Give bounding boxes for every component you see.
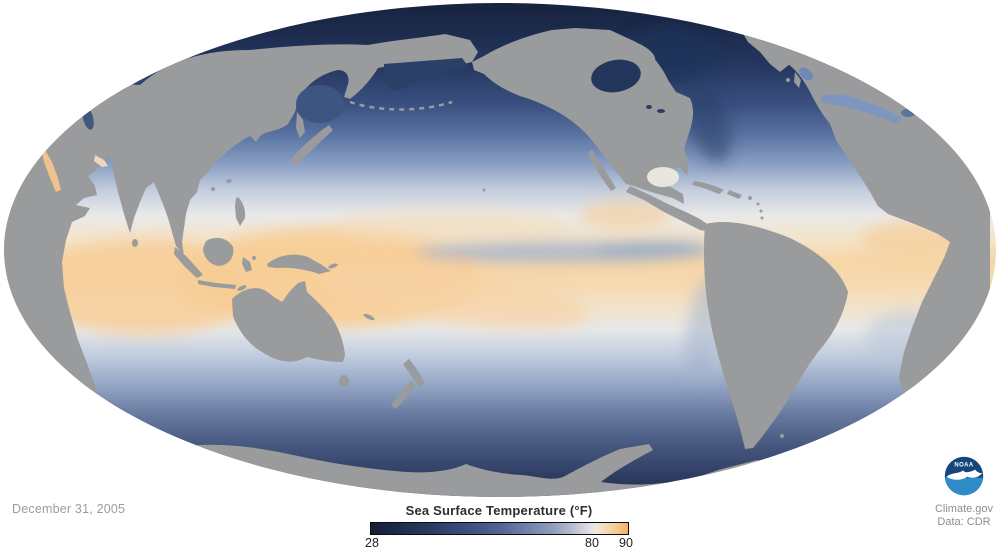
new-guinea <box>267 254 331 274</box>
tasmania <box>339 375 349 387</box>
sst-warm-cold-patches <box>30 27 964 385</box>
lesser-antilles-3 <box>760 216 764 220</box>
timor <box>237 285 247 291</box>
lesser-sunda <box>250 288 258 294</box>
japan <box>290 125 333 166</box>
date-label: December 31, 2005 <box>12 502 126 516</box>
great-lakes-east <box>657 109 665 113</box>
sulawesi <box>242 257 252 272</box>
arctic-island-1 <box>568 28 592 40</box>
hispaniola <box>727 190 742 199</box>
hudson-bay <box>591 59 641 93</box>
noaa-logo-text: NOAA <box>954 462 974 468</box>
warm-east-pacific <box>579 201 671 229</box>
hawaii <box>482 188 486 192</box>
iceland <box>762 50 778 58</box>
antarctica <box>140 444 800 497</box>
new-britain <box>328 263 338 269</box>
south-america <box>704 221 848 449</box>
philippines <box>235 197 246 226</box>
interior-seas <box>42 58 915 192</box>
taiwan <box>226 178 232 184</box>
credit-data: Data: CDR <box>937 516 991 528</box>
lesser-antilles-2 <box>759 209 763 213</box>
arctic-island-2 <box>595 37 621 51</box>
eurasia-africa-landmass <box>4 34 478 410</box>
arctic-island-3 <box>575 45 595 55</box>
noaa-seagull-icon <box>946 469 983 480</box>
cuba <box>692 181 724 194</box>
hainan <box>211 187 215 191</box>
cold-equatorial-tongue-east <box>595 241 715 257</box>
britain <box>794 72 801 88</box>
warm-spcz-band <box>321 265 589 329</box>
landmasses <box>4 20 990 497</box>
new-zealand-south-island <box>391 381 416 409</box>
noaa-logo-lower-half <box>944 477 984 496</box>
black-sea <box>901 109 915 117</box>
madagascar <box>43 296 58 344</box>
credit-source: Climate.gov <box>934 503 994 515</box>
halmahera <box>252 256 256 260</box>
australia <box>232 281 345 362</box>
puerto-rico <box>748 196 752 200</box>
sea-of-okhotsk <box>296 85 344 123</box>
baffin-island <box>624 41 656 63</box>
noaa-logo: NOAA <box>944 456 984 496</box>
aleutian-islands <box>349 100 453 111</box>
sumatra <box>174 247 203 278</box>
sri-lanka <box>132 239 138 247</box>
red-sea <box>42 150 61 192</box>
gulf-of-mexico <box>647 167 679 187</box>
new-caledonia <box>363 313 375 321</box>
sakhalin <box>296 112 305 138</box>
great-lakes-west <box>646 105 652 109</box>
baja-california <box>588 150 616 191</box>
warm-north-equatorial <box>330 210 570 242</box>
ireland <box>786 78 790 82</box>
cold-nw-atlantic <box>684 81 732 163</box>
lesser-antilles-1 <box>756 202 760 206</box>
java <box>198 280 236 289</box>
bering-sea <box>383 58 468 91</box>
mediterranean-sea <box>820 94 902 124</box>
falkland-islands <box>780 434 784 438</box>
central-america <box>626 186 712 232</box>
baltic-sea <box>799 67 813 81</box>
new-zealand-north-island <box>403 359 425 388</box>
credits-block: NOAA Climate.gov Data: CDR <box>928 456 1000 529</box>
persian-gulf <box>94 155 108 167</box>
borneo <box>203 237 234 266</box>
